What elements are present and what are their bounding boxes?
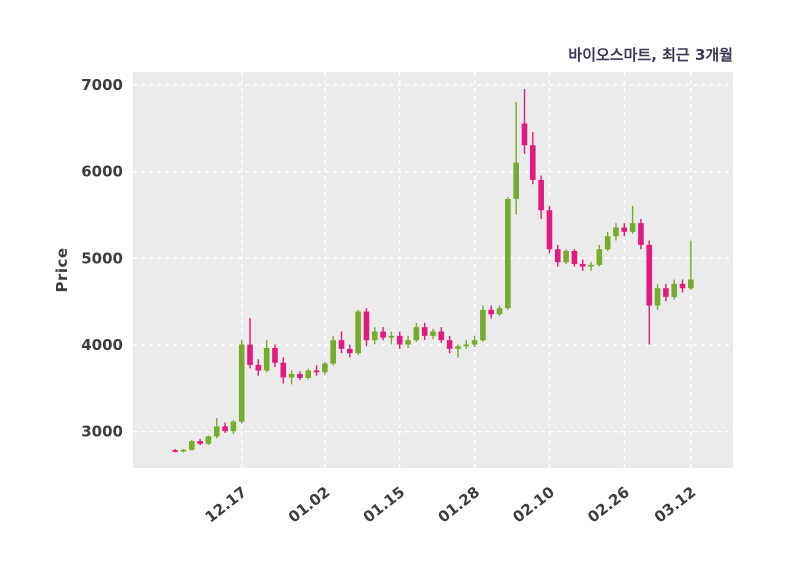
candle-body [521, 123, 528, 146]
candle-body [430, 331, 436, 336]
candle-body [297, 373, 303, 378]
candle-body [272, 347, 278, 363]
candle-body [505, 198, 511, 309]
candle-body [213, 426, 220, 437]
candle-body [305, 370, 312, 378]
y-tick-label: 7000 [81, 76, 123, 94]
candle-body [180, 449, 187, 452]
x-tick-label: 02.10 [509, 483, 557, 526]
candle-body [205, 436, 212, 444]
x-tick-label: 02.26 [584, 483, 632, 526]
candle-body [330, 340, 336, 364]
candle-body [663, 288, 669, 297]
candle-body [579, 263, 586, 267]
candle-body [355, 311, 361, 354]
candle-body [488, 309, 495, 315]
candle-body [371, 331, 378, 341]
candle-body [646, 244, 653, 306]
candle-body [421, 327, 428, 336]
candle-body [338, 340, 345, 349]
candle-body [238, 344, 245, 422]
candle-body [388, 335, 395, 338]
candle-body [363, 311, 370, 341]
candle-body [654, 288, 661, 306]
x-tick-label: 12.17 [202, 483, 250, 526]
candle-body [671, 283, 678, 297]
candle-body [480, 309, 486, 341]
candle-body [263, 347, 270, 371]
y-tick-label: 3000 [81, 423, 123, 441]
candle-body [638, 223, 644, 245]
x-tick-label: 01.02 [285, 483, 333, 526]
candle-body [446, 340, 453, 349]
candle-body [222, 426, 228, 432]
candle-body [405, 340, 411, 345]
candle-body [604, 236, 611, 250]
candle-body [280, 362, 287, 378]
candle-body [188, 441, 195, 450]
candle-body [396, 335, 403, 345]
candle-body [172, 450, 178, 452]
candle-body [455, 346, 461, 349]
candle-body [255, 364, 262, 371]
candle-body [471, 340, 478, 345]
candle-body [288, 373, 295, 378]
y-tick-label: 5000 [81, 249, 123, 267]
y-tick-label: 6000 [81, 163, 123, 181]
candle-body [688, 279, 694, 289]
y-axis-label: Price [53, 247, 71, 293]
candle-body [538, 179, 544, 211]
candle-body [230, 421, 237, 432]
x-tick-label: 01.15 [360, 483, 408, 526]
candle-body [413, 327, 420, 341]
candle-body [679, 283, 686, 289]
plot-area [133, 72, 733, 468]
candle-body [322, 363, 328, 373]
candle-body [571, 250, 578, 264]
candle-body [588, 264, 594, 267]
chart-title: 바이오스마트, 최근 3개월 [568, 46, 733, 64]
candle-body [629, 223, 636, 232]
candle-body [554, 249, 561, 263]
candle-body [463, 344, 470, 347]
candle-body [197, 441, 203, 444]
candle-body [380, 331, 386, 338]
candle-body [621, 227, 628, 232]
candle-body [530, 145, 536, 180]
candle-body [247, 344, 253, 365]
candle-body [596, 249, 603, 265]
candle-body [613, 227, 619, 237]
candle-body [313, 370, 320, 373]
candle-body [546, 210, 553, 250]
x-tick-label: 01.28 [435, 483, 483, 526]
candle-body [347, 348, 353, 354]
x-tick-label: 03.12 [651, 483, 699, 526]
candle-body [563, 250, 569, 263]
candle-body [438, 331, 445, 341]
candle-body [496, 308, 503, 315]
candle-body [513, 162, 519, 199]
y-tick-label: 4000 [81, 336, 123, 354]
